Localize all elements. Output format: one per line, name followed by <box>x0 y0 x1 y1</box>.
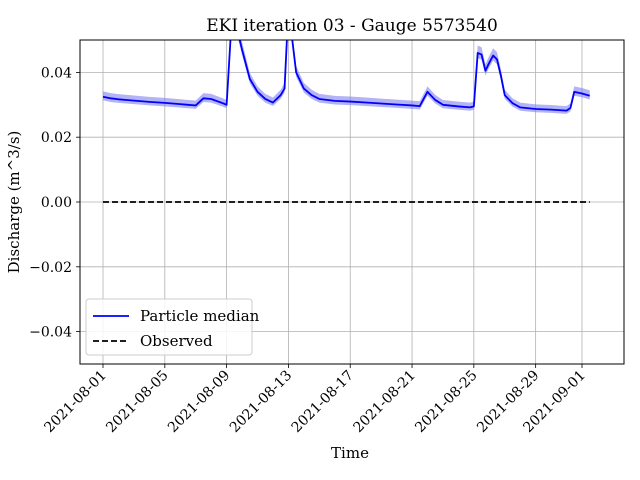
y-tick-label: 0.04 <box>41 65 72 81</box>
y-axis-label: Discharge (m^3/s) <box>5 131 23 274</box>
particle-median-line <box>102 40 590 112</box>
particle-spread-band <box>103 40 590 114</box>
y-tick-label: −0.02 <box>29 260 72 276</box>
y-tick-label: 0.00 <box>41 195 72 211</box>
y-tick-label: 0.02 <box>41 130 72 146</box>
chart-title: EKI iteration 03 - Gauge 5573540 <box>206 16 498 36</box>
legend-observed-label: Observed <box>140 332 213 350</box>
y-axis-ticks: 0.04 0.02 0.00 −0.02 −0.04 <box>29 65 80 341</box>
legend-box <box>85 298 253 356</box>
plot-data <box>102 40 590 203</box>
x-axis-label: Time <box>331 444 369 462</box>
legend-median-label: Particle median <box>140 307 260 325</box>
y-tick-label: −0.04 <box>29 325 72 341</box>
legend: Particle median Observed <box>85 298 260 356</box>
